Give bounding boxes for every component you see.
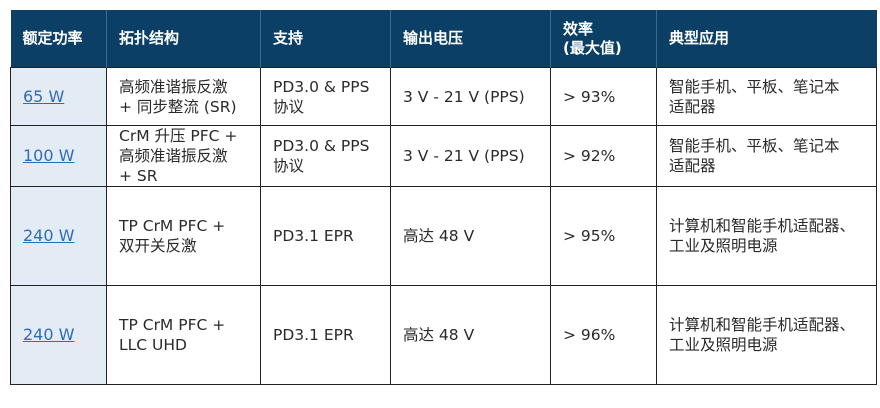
cell-topology: TP CrM PFC + LLC UHD <box>106 285 261 385</box>
cell-support: PD3.0 & PPS 协议 <box>260 67 391 126</box>
cell-efficiency: > 92% <box>550 125 657 187</box>
cell-topology: 高频准谐振反激 + 同步整流 (SR) <box>106 67 261 126</box>
cell-voltage: 3 V - 21 V (PPS) <box>390 67 551 126</box>
header-output-voltage: 输出电压 <box>390 10 551 68</box>
header-rated-power: 额定功率 <box>10 10 107 68</box>
cell-voltage: 高达 48 V <box>390 186 551 286</box>
cell-efficiency: > 93% <box>550 67 657 126</box>
cell-power: 240 W <box>10 285 107 385</box>
cell-support: PD3.1 EPR <box>260 186 391 286</box>
table-row: 240 W TP CrM PFC + LLC UHD PD3.1 EPR 高达 … <box>10 285 877 385</box>
cell-efficiency: > 96% <box>550 285 657 385</box>
header-typical-application: 典型应用 <box>656 10 877 68</box>
cell-application: 智能手机、平板、笔记本 适配器 <box>656 125 877 187</box>
cell-support: PD3.1 EPR <box>260 285 391 385</box>
table-row: 65 W 高频准谐振反激 + 同步整流 (SR) PD3.0 & PPS 协议 … <box>10 67 877 126</box>
cell-voltage: 高达 48 V <box>390 285 551 385</box>
adapter-spec-table: 额定功率 拓扑结构 支持 输出电压 效率 (最大值) 典型应用 65 W 高频准… <box>10 10 877 385</box>
header-row: 额定功率 拓扑结构 支持 输出电压 效率 (最大值) 典型应用 <box>10 10 877 68</box>
power-link[interactable]: 100 W <box>23 146 75 165</box>
table-row: 240 W TP CrM PFC + 双开关反激 PD3.1 EPR 高达 48… <box>10 186 877 286</box>
table-row: 100 W CrM 升压 PFC + 高频准谐振反激 + SR PD3.0 & … <box>10 125 877 187</box>
power-link[interactable]: 240 W <box>23 226 75 245</box>
cell-topology: CrM 升压 PFC + 高频准谐振反激 + SR <box>106 125 261 187</box>
cell-power: 240 W <box>10 186 107 286</box>
cell-power: 65 W <box>10 67 107 126</box>
cell-voltage: 3 V - 21 V (PPS) <box>390 125 551 187</box>
cell-power: 100 W <box>10 125 107 187</box>
header-topology: 拓扑结构 <box>106 10 261 68</box>
cell-efficiency: > 95% <box>550 186 657 286</box>
cell-application: 智能手机、平板、笔记本 适配器 <box>656 67 877 126</box>
cell-application: 计算机和智能手机适配器、 工业及照明电源 <box>656 285 877 385</box>
cell-topology: TP CrM PFC + 双开关反激 <box>106 186 261 286</box>
header-efficiency: 效率 (最大值) <box>550 10 657 68</box>
cell-application: 计算机和智能手机适配器、 工业及照明电源 <box>656 186 877 286</box>
cell-support: PD3.0 & PPS 协议 <box>260 125 391 187</box>
header-support: 支持 <box>260 10 391 68</box>
power-link[interactable]: 240 W <box>23 325 75 344</box>
power-link[interactable]: 65 W <box>23 86 65 106</box>
